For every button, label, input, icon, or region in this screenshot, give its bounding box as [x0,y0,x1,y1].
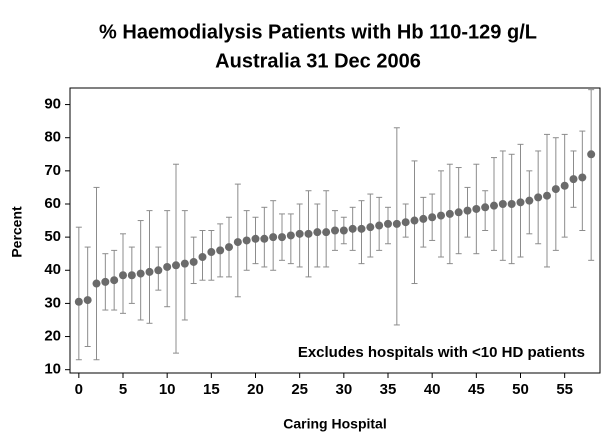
y-tick-label: 50 [44,228,61,245]
point [463,206,472,215]
point [180,259,189,268]
point [92,279,101,288]
point [278,233,286,242]
point [119,271,127,280]
point [498,199,507,208]
chart-title: % Haemodialysis Patients with Hb 110-129… [99,21,537,43]
point [401,218,410,227]
y-tick-label: 70 [44,162,61,179]
point [516,198,525,207]
point [145,267,154,276]
x-axis-label: Caring Hospital [283,416,386,432]
point [543,191,551,200]
point [260,234,269,243]
point [172,261,180,270]
point [207,248,216,257]
point [534,193,543,202]
point [110,276,119,285]
point [339,226,348,235]
x-tick-label: 25 [291,381,308,398]
point [163,262,172,271]
point [375,221,384,230]
x-tick-label: 30 [335,381,352,398]
point [437,211,445,220]
x-tick-label: 20 [247,381,264,398]
point [454,208,463,217]
point [269,233,278,242]
point [357,224,366,233]
point [366,223,375,232]
x-tick-label: 15 [203,381,220,398]
x-tick-label: 40 [424,381,441,398]
point [322,228,331,237]
point [569,175,578,184]
y-tick-label: 20 [44,328,61,345]
plot-frame [69,87,601,374]
x-tick-label: 45 [468,381,485,398]
x-tick-label: 0 [75,381,83,398]
y-tick-label: 90 [44,96,61,113]
point [154,266,163,275]
x-tick-label: 55 [556,381,573,398]
y-tick-label: 10 [44,361,61,378]
y-tick-label: 30 [44,294,61,311]
point [83,296,92,305]
point [198,253,207,262]
point [216,246,225,255]
point [251,234,260,243]
point [189,257,198,266]
point [74,297,83,306]
y-tick-label: 60 [44,195,61,212]
point [348,224,357,233]
point [551,185,560,194]
annotation: Excludes hospitals with <10 HD patients [298,344,585,361]
point [101,277,110,286]
x-tick-label: 50 [512,381,529,398]
chart-subtitle: Australia 31 Dec 2006 [215,50,421,72]
point [304,229,313,238]
point [286,231,295,240]
point [472,204,481,213]
point [490,201,498,210]
point [507,199,516,208]
point [384,219,392,228]
point [313,228,322,237]
point [233,238,242,247]
point [445,209,454,218]
point [225,243,233,252]
point [560,181,569,190]
point [136,269,145,278]
point [392,219,401,228]
x-tick-label: 35 [380,381,397,398]
x-tick-label: 5 [119,381,127,398]
point [127,271,136,280]
point [242,236,251,245]
point [410,216,419,225]
point [295,229,304,238]
y-tick-label: 40 [44,261,61,278]
point [525,196,534,205]
y-tick-label: 80 [44,129,61,146]
point [481,203,490,212]
point [428,213,437,222]
point [331,226,339,235]
point [419,214,428,223]
point [578,173,587,182]
y-axis-label: Percent [9,206,25,258]
x-tick-label: 10 [159,381,176,398]
point [587,150,596,159]
